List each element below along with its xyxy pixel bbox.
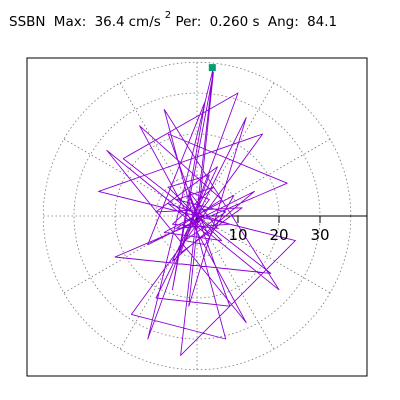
grid-spoke bbox=[63, 215, 198, 294]
angle-label: Ang: bbox=[267, 13, 299, 30]
max-unit: cm/s bbox=[128, 13, 161, 30]
grid-spoke bbox=[196, 82, 275, 217]
max-amplitude-marker bbox=[208, 64, 216, 72]
period-label: Per: bbox=[175, 13, 202, 30]
grid-spoke bbox=[196, 138, 331, 217]
grid-spoke bbox=[196, 215, 275, 350]
grid-spoke bbox=[63, 138, 198, 217]
grid-spoke bbox=[119, 215, 198, 350]
station-code: SSBN bbox=[9, 13, 46, 30]
max-label: Max: bbox=[53, 13, 87, 30]
period-value: 0.260 s bbox=[209, 13, 260, 30]
plot-frame bbox=[26, 57, 368, 377]
radial-ticks: 10 20 30 bbox=[228, 216, 330, 244]
max-unit-exponent: 2 bbox=[164, 10, 172, 21]
record-header: SSBN Max: 36.4 cm/s 2 Per: 0.260 s Ang: 84… bbox=[9, 10, 341, 30]
grid-spoke bbox=[119, 82, 198, 217]
trace-layer bbox=[98, 67, 296, 356]
radial-tick-label: 10 bbox=[228, 226, 247, 244]
max-value: 36.4 bbox=[94, 13, 125, 30]
radial-tick-label: 20 bbox=[269, 226, 288, 244]
radial-tick-label: 30 bbox=[310, 226, 329, 244]
angle-value: 84.1 bbox=[307, 13, 338, 30]
grid-spoke bbox=[196, 215, 331, 294]
max-marker-layer bbox=[208, 64, 216, 72]
particle-motion-trace bbox=[98, 67, 296, 356]
